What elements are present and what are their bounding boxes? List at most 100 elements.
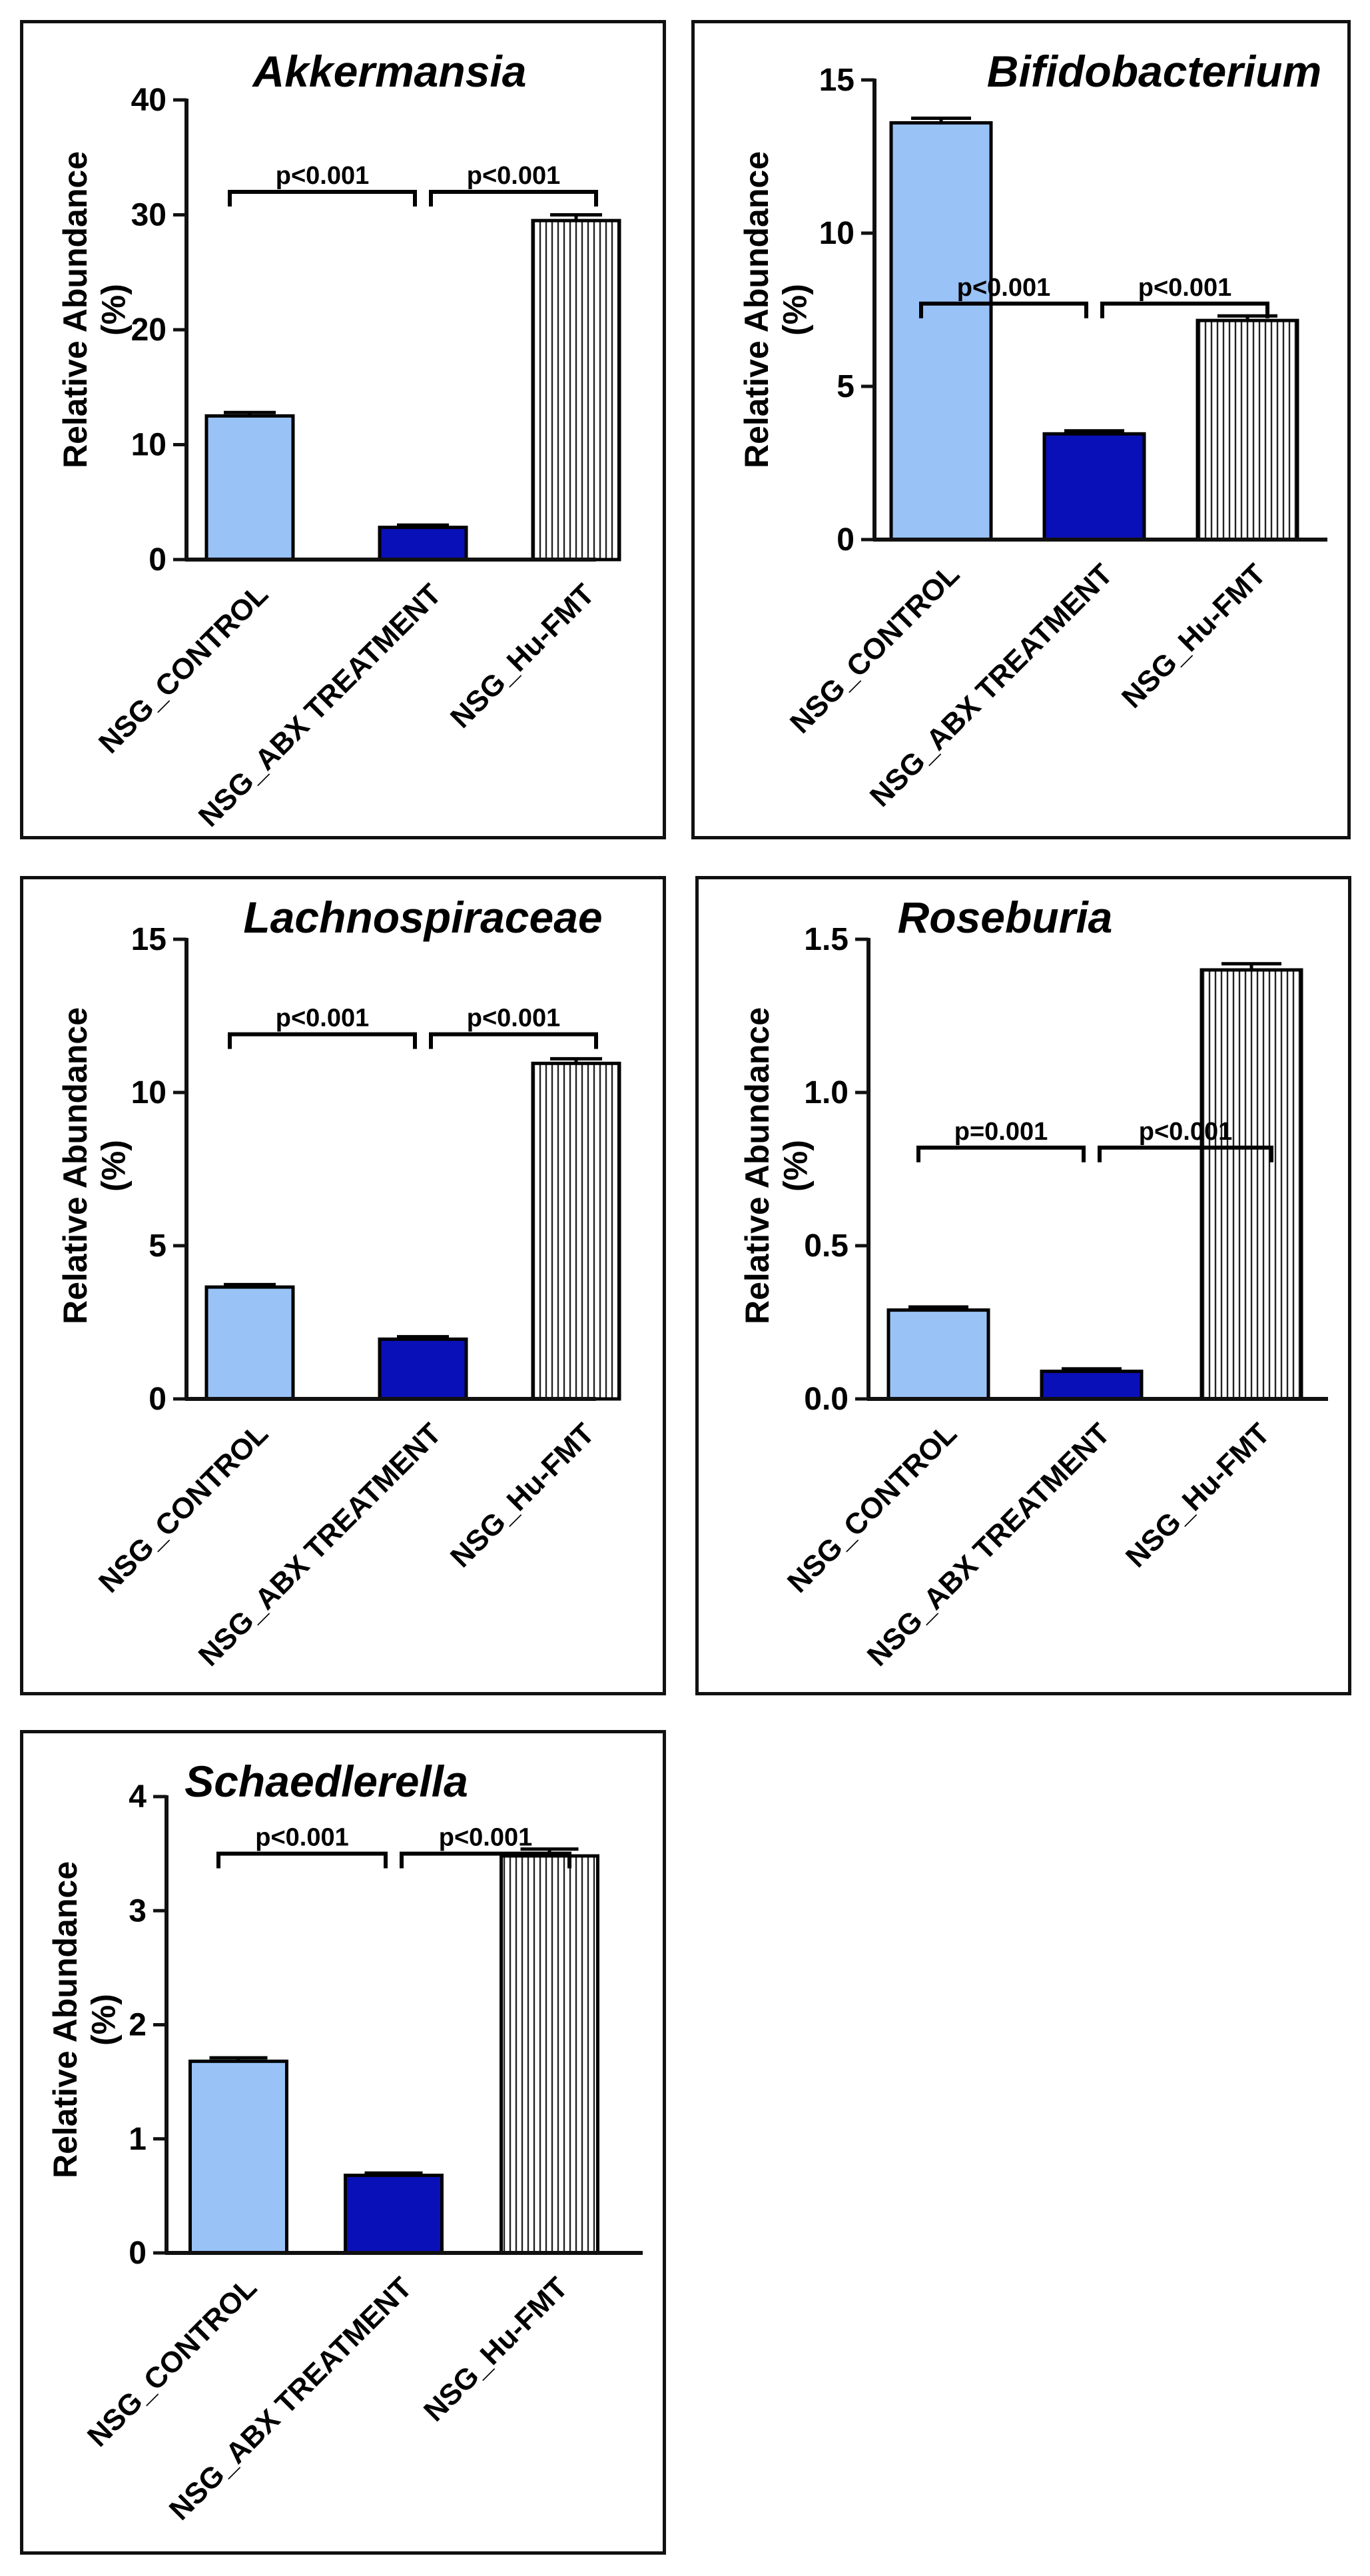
bar-nsg-control [188,2059,288,2255]
y-tick-label: 4 [129,1779,147,1815]
y-axis-label: Relative Abundance(%) [738,151,814,468]
chart-title: Roseburia [898,893,1113,942]
x-tick-label: NSG_Hu-FMT [444,1417,601,1573]
bracket-line [916,1145,1086,1162]
y-axis-label-line: Relative Abundance [57,151,94,468]
bar-nsg-hu-fmt [531,218,621,562]
p-value-label: p<0.001 [276,162,370,190]
y-tick-label: 10 [131,1075,167,1110]
y-tick-label: 10 [131,428,167,463]
bar-nsg-control [204,414,295,562]
y-axis-label-line: Relative Abundance [47,1861,84,2178]
p-value-label: p<0.001 [255,1824,349,1852]
p-value-label: p<0.001 [276,1005,370,1033]
bracket-line [228,1032,417,1049]
y-tick-label: 0 [149,1382,167,1417]
y-axis-label-line: (%) [777,284,814,336]
y-axis-label-line: (%) [95,284,133,336]
bar-nsg-hu-fmt [500,1854,599,2255]
y-tick-label: 30 [131,198,167,233]
p-value-label: p<0.001 [1139,1118,1233,1146]
p-value-label: p<0.001 [957,274,1051,302]
bar-nsg-hu-fmt [1199,968,1303,1401]
p-value-label: p<0.001 [467,1005,561,1033]
p-value-label: p=0.001 [954,1118,1048,1146]
y-axis-label-line: Relative Abundance [57,1007,94,1324]
significance-bracket: p<0.001 [1098,1118,1273,1162]
bracket-line [228,190,417,207]
significance-bracket: p<0.001 [216,1824,388,1869]
panel-lachnospiraceae: Lachnospiraceae Relative Abundance(%) 0 5 10… [20,876,666,1695]
p-value-label: p<0.001 [439,1824,533,1852]
x-tick-label: NSG_CONTROL [781,1417,963,1599]
y-axis-label: Relative Abundance(%) [57,1007,133,1324]
bar-nsg-control [886,1308,990,1401]
x-tick-label: NSG_Hu-FMT [1116,558,1272,714]
y-tick-label: 0.0 [804,1382,849,1417]
significance-bracket: p<0.001 [400,1824,571,1869]
y-tick-label: 2 [129,2008,147,2043]
bracket-line [919,301,1088,318]
bracket-line [216,1851,388,1869]
panel-schaedlerella: Schaedlerella Relative Abundance(%) 0 1 2 3 4 N… [20,1730,666,2555]
significance-bracket: p=0.001 [916,1118,1086,1162]
y-tick-label: 15 [819,63,855,98]
significance-bracket: p<0.001 [429,162,598,207]
bar-nsg-control [889,121,993,542]
y-tick-label: 0 [149,542,167,578]
x-tick-label: NSG_CONTROL [81,2271,263,2453]
y-tick-label: 40 [131,83,167,118]
significance-bracket: p<0.001 [228,1005,417,1049]
x-tick-label: NSG_CONTROL [784,558,966,739]
significance-bracket: p<0.001 [228,162,417,207]
x-tick-label: NSG_ABX TREATMENT [864,558,1119,813]
panel-roseburia: Roseburia Relative Abundance(%) 0.0 0.5 1.0 1… [695,876,1351,1695]
x-tick-label: NSG_Hu-FMT [444,578,601,734]
chart-bifidobacterium: Bifidobacterium Relative Abundance(%) 0 5 10… [738,47,1327,813]
bar-nsg-abx-treatment [1040,1370,1144,1401]
bracket-line [429,190,598,207]
y-tick-label: 1.0 [804,1075,849,1110]
bar-nsg-hu-fmt [1196,318,1299,542]
y-tick-label: 3 [129,1893,147,1929]
bar-nsg-control [204,1285,295,1401]
bracket-line [1100,301,1269,318]
chart-schaedlerella: Schaedlerella Relative Abundance(%) 0 1 2 3 4 N… [47,1757,643,2527]
y-axis-label: Relative Abundance(%) [47,1861,123,2178]
y-axis-label-line: (%) [95,1140,133,1192]
bar-nsg-hu-fmt [531,1061,621,1401]
x-tick-label: NSG_Hu-FMT [1120,1417,1276,1573]
bracket-line [400,1851,571,1869]
bar-nsg-abx-treatment [378,1337,468,1401]
chart-lachnospiraceae: Lachnospiraceae Relative Abundance(%) 0 5 10… [57,893,621,1673]
chart-title: Lachnospiraceae [243,893,602,942]
panel-akkermansia: Akkermansia Relative Abundance(%) 0 10 20 30 4… [20,20,666,839]
p-value-label: p<0.001 [467,162,561,190]
significance-bracket: p<0.001 [429,1005,598,1049]
bar-nsg-abx-treatment [378,526,468,562]
y-tick-label: 1 [129,2122,147,2157]
y-axis-label-line: Relative Abundance [739,1007,776,1324]
x-tick-label: NSG_ABX TREATMENT [861,1417,1116,1672]
significance-bracket: p<0.001 [919,274,1088,318]
chart-akkermansia: Akkermansia Relative Abundance(%) 0 10 20 30 4… [57,47,621,833]
panel-bifidobacterium: Bifidobacterium Relative Abundance(%) 0 5 10… [691,20,1351,839]
x-tick-label: NSG_Hu-FMT [418,2271,574,2427]
y-tick-label: 0 [129,2236,147,2271]
y-axis-label: Relative Abundance(%) [57,151,133,468]
chart-title: Akkermansia [252,47,527,96]
bar-nsg-abx-treatment [344,2174,444,2255]
p-value-label: p<0.001 [1138,274,1232,302]
y-tick-label: 20 [131,312,167,348]
y-tick-label: 10 [819,216,855,251]
y-axis-label-line: (%) [85,1994,123,2046]
y-tick-label: 5 [837,369,855,404]
y-tick-label: 0 [837,522,855,558]
y-tick-label: 5 [149,1228,167,1264]
bracket-line [429,1032,598,1049]
x-tick-label: NSG_CONTROL [93,1417,274,1599]
y-tick-label: 1.5 [804,922,849,957]
y-tick-label: 0.5 [804,1228,849,1264]
significance-bracket: p<0.001 [1100,274,1269,318]
x-tick-label: NSG_CONTROL [93,578,274,759]
